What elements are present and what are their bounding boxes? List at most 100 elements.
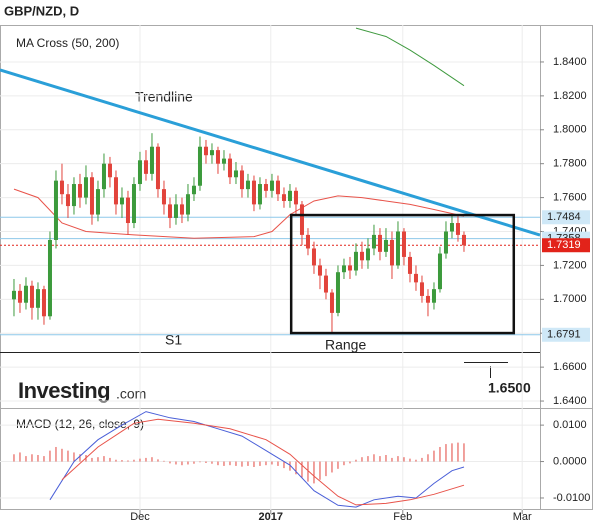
y-tick-label: 0.0100 — [553, 419, 587, 431]
range-label: Range — [325, 337, 366, 353]
trendline — [0, 68, 541, 237]
candle-body — [167, 204, 172, 218]
candle-body — [149, 146, 154, 174]
candle-body — [221, 158, 226, 164]
y-tick-label: 1.7800 — [553, 158, 587, 170]
level-label: 1.7484 — [547, 211, 581, 223]
candle-body — [413, 273, 418, 283]
candle-body — [95, 189, 100, 215]
candle-body — [383, 239, 388, 252]
candle-body — [161, 189, 166, 205]
candle-body — [251, 180, 256, 205]
candle-body — [179, 204, 184, 215]
candle-body — [143, 160, 148, 174]
candle-body — [359, 251, 364, 261]
candle-body — [35, 289, 40, 308]
candle-body — [173, 204, 178, 218]
x-tick-label: Dec — [130, 511, 150, 523]
x-tick-label: 2017 — [259, 511, 283, 523]
target-label: 1.6500 — [488, 380, 531, 396]
candle-body — [443, 231, 448, 254]
moving-average — [13, 188, 465, 239]
candle-body — [401, 231, 406, 257]
candle-body — [245, 180, 250, 190]
candle-body — [353, 251, 358, 271]
candle-body — [305, 234, 310, 249]
macd-line — [61, 418, 465, 506]
candle-body — [407, 256, 412, 274]
y-tick-label: -0.0100 — [553, 492, 590, 504]
y-tick-label: 1.8400 — [553, 56, 587, 68]
candle-body — [107, 163, 112, 178]
candle-body — [329, 292, 334, 313]
candle-body — [257, 184, 262, 205]
candle-body — [65, 194, 70, 207]
candle-body — [89, 177, 94, 215]
candle-body — [269, 180, 274, 191]
candle-body — [299, 204, 304, 235]
candle-body — [395, 231, 400, 266]
y-tick-label: 1.6600 — [553, 361, 587, 373]
trendline-label: Trendline — [135, 89, 193, 105]
y-tick-label: 1.7600 — [553, 192, 587, 204]
range-box — [289, 213, 516, 335]
y-tick-label: 1.6400 — [553, 395, 587, 407]
candle-body — [317, 265, 322, 276]
candle-body — [371, 234, 376, 249]
indicator-label: MA Cross (50, 200) — [16, 36, 119, 50]
candle-body — [11, 290, 16, 300]
candle-body — [389, 239, 394, 266]
macd-title: MACD (12, 26, close, 9) — [16, 417, 144, 431]
candle-body — [293, 190, 298, 205]
candle-body — [137, 160, 142, 185]
candle-body — [275, 180, 280, 195]
candle-body — [377, 234, 382, 252]
candle-body — [131, 184, 136, 224]
x-tick-label: Feb — [393, 511, 412, 523]
current-price-tag — [542, 238, 590, 253]
logo-name: Investing — [18, 378, 110, 403]
logo-suffix: .com — [116, 386, 146, 402]
candle-body — [71, 184, 76, 207]
candle-body — [365, 248, 370, 261]
candle-body — [203, 146, 208, 156]
level-label: 1.6791 — [547, 329, 581, 341]
candle-body — [311, 248, 316, 266]
candle-body — [335, 272, 340, 313]
candle-body — [83, 177, 88, 198]
candle-body — [287, 190, 292, 201]
x-tick-label: Mar — [513, 511, 532, 523]
y-tick-label: 1.7000 — [553, 293, 587, 305]
macd-line — [49, 411, 465, 508]
candle-body — [113, 177, 118, 205]
candle-body — [185, 194, 190, 215]
y-tick-label: 0.0000 — [553, 455, 587, 467]
candle-body — [209, 150, 214, 156]
candle-body — [197, 146, 202, 186]
candle-body — [47, 239, 52, 317]
candle-body — [281, 194, 286, 201]
candle-body — [323, 275, 328, 293]
candle-body — [125, 197, 130, 224]
candle-body — [419, 282, 424, 296]
candle-body — [341, 265, 346, 273]
candle-body — [77, 184, 82, 198]
candle-body — [41, 289, 46, 317]
candle-body — [53, 180, 58, 240]
chart-title: GBP/NZD, D — [4, 3, 79, 18]
candle-body — [461, 234, 466, 246]
candle-body — [455, 223, 460, 235]
candle-body — [29, 285, 34, 308]
candle-body — [431, 289, 436, 303]
candle-body — [449, 223, 454, 232]
y-tick-label: 1.8000 — [553, 124, 587, 136]
candle-body — [263, 184, 268, 191]
candle-body — [425, 295, 430, 303]
candle-body — [59, 180, 64, 195]
candle-body — [101, 163, 106, 190]
candle-body — [155, 146, 160, 190]
candle-body — [191, 185, 196, 195]
support-label: S1 — [165, 332, 182, 348]
candle-body — [17, 290, 22, 303]
